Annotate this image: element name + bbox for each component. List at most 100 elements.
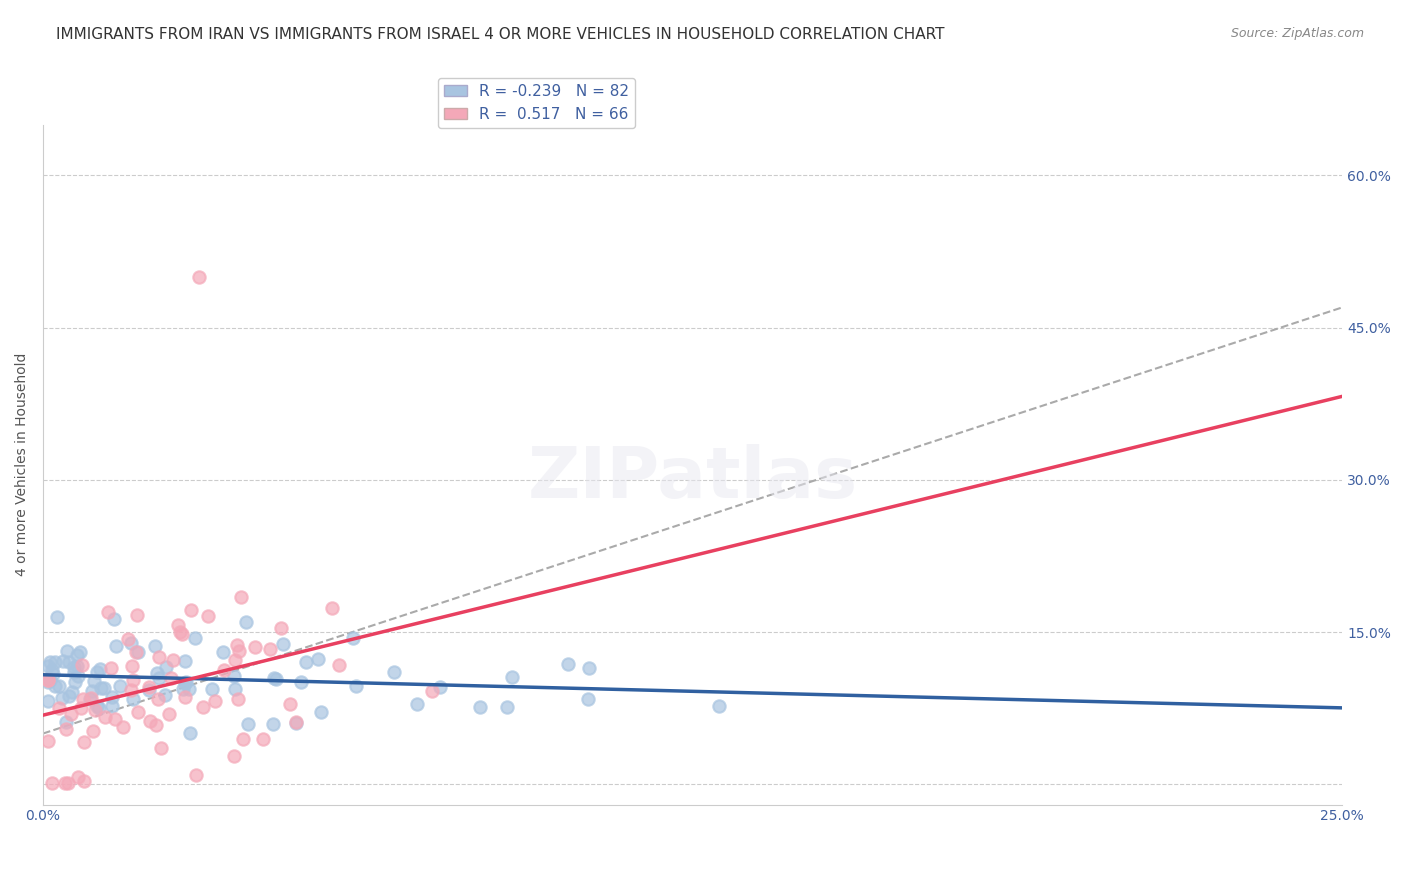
Point [103,612,125,626]
Point [82,684,104,698]
Point [578,660,600,674]
Point [127,705,149,719]
Point [101,698,124,713]
Point [177,682,200,697]
Point [125,608,148,623]
Point [125,645,148,659]
Point [231,591,253,605]
Point [66,659,89,673]
Point [153,688,176,702]
Point [146,666,169,681]
Point [557,657,579,671]
Point [72,691,94,706]
Point [172,682,194,697]
Point [93,681,115,696]
Point [138,682,160,697]
Point [172,627,194,641]
Point [160,671,183,685]
Point [495,699,517,714]
Point [224,653,246,667]
Point [228,692,250,706]
Point [228,644,250,658]
Y-axis label: 4 or more Vehicles in Household: 4 or more Vehicles in Household [15,353,30,576]
Point [122,691,145,706]
Point [127,645,149,659]
Point [420,684,443,698]
Point [180,603,202,617]
Point [48,679,70,693]
Point [73,735,96,749]
Point [148,671,170,685]
Point [70,657,93,672]
Point [270,621,292,635]
Point [63,665,86,680]
Point [93,710,115,724]
Point [429,680,451,694]
Point [707,699,730,714]
Point [82,723,104,738]
Point [37,659,59,673]
Point [79,692,101,706]
Legend: R = -0.239   N = 82, R =  0.517   N = 66: R = -0.239 N = 82, R = 0.517 N = 66 [439,78,636,128]
Point [66,648,89,662]
Point [235,615,257,629]
Point [243,640,266,655]
Point [342,632,364,646]
Point [63,659,86,673]
Point [290,674,312,689]
Point [112,720,135,734]
Point [139,714,162,728]
Point [58,689,80,703]
Point [120,635,142,649]
Point [120,682,142,697]
Point [59,707,82,722]
Point [100,660,122,674]
Point [263,671,285,685]
Point [55,722,77,736]
Point [100,690,122,705]
Point [53,776,76,790]
Point [321,601,343,615]
Point [37,673,59,688]
Point [252,731,274,746]
Point [104,712,127,726]
Point [44,655,66,669]
Point [222,748,245,763]
Point [58,776,80,790]
Point [46,609,69,624]
Point [70,701,93,715]
Point [224,681,246,696]
Point [83,703,105,717]
Point [262,717,284,731]
Point [167,617,190,632]
Point [501,670,523,684]
Point [117,632,139,646]
Point [55,714,77,729]
Point [259,642,281,657]
Point [311,705,333,719]
Point [37,734,59,748]
Point [191,699,214,714]
Point [86,699,108,714]
Point [80,691,103,706]
Point [264,672,287,686]
Point [145,717,167,731]
Point [108,679,131,693]
Point [155,660,177,674]
Point [51,690,73,705]
Point [58,655,80,669]
Point [121,658,143,673]
Point [295,655,318,669]
Point [145,639,167,653]
Point [278,698,301,712]
Point [37,694,59,708]
Point [39,673,62,687]
Point [37,675,59,690]
Point [179,725,201,739]
Point [174,654,197,668]
Text: IMMIGRANTS FROM IRAN VS IMMIGRANTS FROM ISRAEL 4 OR MORE VEHICLES IN HOUSEHOLD C: IMMIGRANTS FROM IRAN VS IMMIGRANTS FROM … [56,27,945,42]
Point [42,666,65,681]
Point [225,638,247,652]
Point [39,655,62,669]
Point [44,680,66,694]
